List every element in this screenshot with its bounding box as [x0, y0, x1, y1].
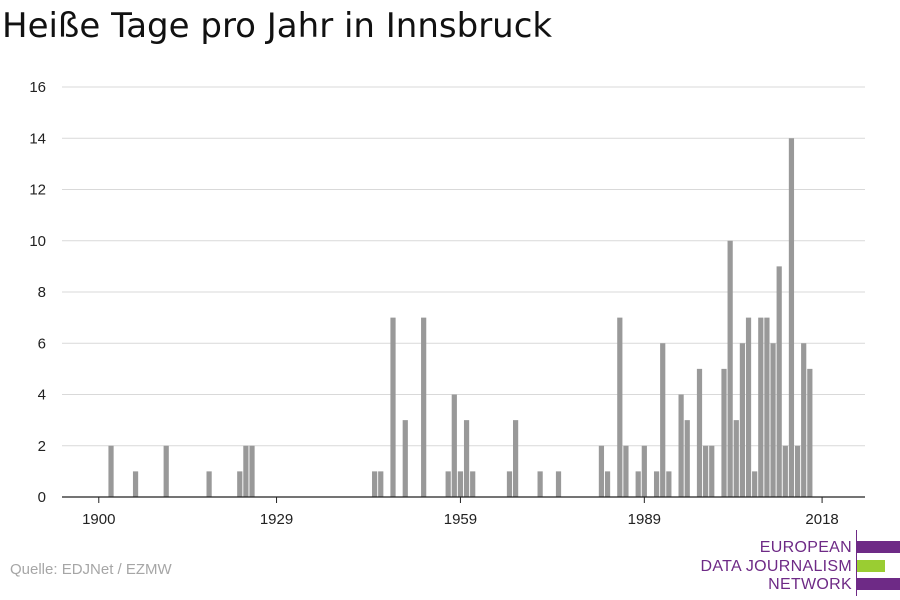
bar-2005 [739, 343, 746, 497]
bar-1925 [249, 445, 255, 497]
bar-1958 [451, 394, 457, 497]
bar-1995 [678, 394, 684, 497]
chart-title: Heiße Tage pro Jahr in Innsbruck [2, 6, 553, 46]
x-tick-label: 1989 [628, 511, 661, 528]
x-tick-label: 1900 [82, 511, 115, 528]
axes: 0 2 4 6 8 10 12 14 16 1900 1929 1959 1989 2018 [29, 79, 865, 528]
bar-2015 [801, 343, 807, 497]
bar-1982 [598, 445, 605, 497]
logo-bar-2 [857, 560, 885, 572]
bar-2004 [733, 420, 739, 497]
bar-2012 [782, 445, 788, 497]
bar-1959 [457, 471, 464, 497]
y-tick-label: 6 [38, 335, 46, 352]
gridlines [62, 86, 865, 447]
bar-1924 [243, 445, 249, 497]
x-tick-label: 1929 [260, 511, 293, 528]
bar-1957 [445, 471, 451, 497]
y-tick-label: 0 [38, 489, 46, 506]
x-tick-label: 2018 [805, 511, 838, 528]
logo-line-3: NETWORK [768, 576, 852, 593]
bar-2003 [727, 240, 733, 497]
bar-1992 [660, 343, 666, 497]
bar-1972 [537, 471, 543, 497]
y-tick-label: 4 [38, 387, 46, 404]
bar-1998 [696, 368, 703, 497]
bar-1945 [372, 471, 378, 497]
bar-1961 [470, 471, 476, 497]
bar-1923 [237, 471, 243, 497]
y-tick-label: 14 [29, 130, 46, 147]
logo-bar-3 [857, 578, 900, 590]
bar-1991 [653, 471, 660, 497]
bar-2011 [776, 266, 782, 497]
bar-1988 [635, 471, 641, 497]
bars [108, 138, 813, 497]
y-tick-label: 16 [29, 79, 46, 96]
bar-2008 [758, 317, 764, 497]
y-tick-label: 10 [29, 233, 46, 250]
bar-1902 [108, 445, 114, 497]
bar-1967 [506, 471, 513, 497]
bar-1906 [132, 471, 139, 497]
bar-2000 [709, 445, 715, 497]
bar-2014 [794, 445, 801, 497]
logo-line-2: DATA JOURNALISM [700, 558, 852, 575]
logo-bar-1 [857, 541, 900, 553]
bar-1999 [703, 445, 709, 497]
bar-1975 [555, 471, 562, 497]
bar-2013 [788, 138, 795, 497]
bar-2016 [807, 368, 813, 497]
bar-2006 [745, 317, 752, 497]
y-tick-label: 8 [38, 284, 46, 301]
bar-2002 [721, 368, 727, 497]
bar-1993 [666, 471, 672, 497]
edjnet-logo: EUROPEAN DATA JOURNALISM NETWORK [700, 530, 900, 596]
bar-2007 [752, 471, 758, 497]
bar-1983 [604, 471, 611, 497]
bar-2009 [764, 317, 770, 497]
source-note: Quelle: EDJNet / EZMW [10, 561, 172, 578]
y-tick-label: 2 [38, 438, 46, 455]
bar-1953 [421, 317, 427, 497]
bar-1950 [402, 420, 408, 497]
bar-1989 [641, 445, 647, 497]
bar-1985 [617, 317, 623, 497]
bar-2010 [770, 343, 776, 497]
bar-1986 [623, 445, 629, 497]
y-tick-label: 12 [29, 182, 46, 199]
logo-divider [856, 530, 857, 596]
x-tick-label: 1959 [444, 511, 477, 528]
bar-1918 [206, 471, 212, 497]
bar-1946 [378, 471, 384, 497]
bar-1996 [684, 420, 690, 497]
bar-1911 [163, 445, 169, 497]
logo-line-1: EUROPEAN [759, 539, 852, 556]
bar-1968 [512, 420, 519, 497]
bar-1948 [390, 317, 396, 497]
bar-1960 [463, 420, 470, 497]
